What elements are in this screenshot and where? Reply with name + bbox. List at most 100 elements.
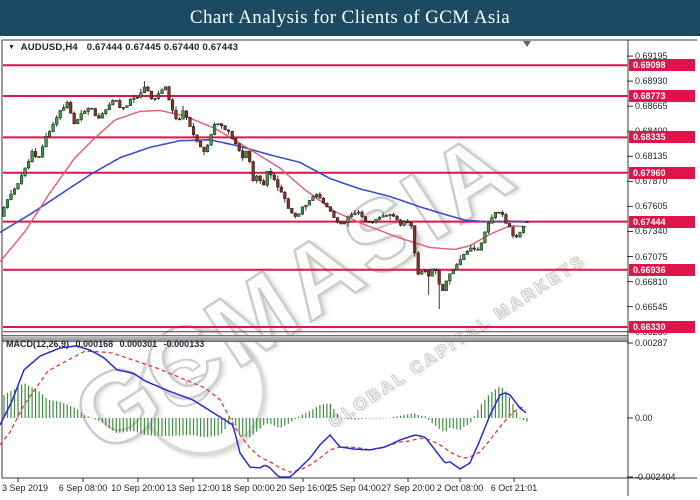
macd-axis-label: -0.002404 — [635, 472, 676, 482]
macd-histogram-bar — [235, 418, 237, 426]
macd-histogram-bar — [273, 418, 275, 426]
macd-histogram-bar — [470, 418, 472, 423]
watermark-circle-logo — [138, 328, 266, 456]
candle-body — [111, 100, 115, 106]
macd-histogram-bar — [382, 418, 384, 419]
candle-body — [378, 216, 382, 220]
time-axis-label[interactable]: 13 Sep 12:00 — [166, 483, 220, 493]
macd-histogram-bar — [21, 384, 23, 418]
candle-body — [262, 180, 266, 186]
price-level-badge: 0.69098 — [629, 59, 695, 72]
macd-histogram-bar — [319, 405, 321, 418]
time-axis-label[interactable]: 27 Sep 20:00 — [381, 483, 435, 493]
macd-histogram-bar — [431, 418, 433, 424]
macd-histogram-bar — [59, 401, 61, 418]
macd-histogram-bar — [164, 418, 167, 436]
candle-body — [363, 216, 368, 222]
candle-body — [486, 222, 490, 233]
macd-histogram-bar — [80, 412, 82, 418]
candle-body — [107, 104, 111, 110]
time-axis-label[interactable]: 25 Sep 04:00 — [327, 483, 381, 493]
candle-body — [423, 270, 427, 272]
macd-histogram-bar — [466, 418, 468, 426]
candle-body — [360, 211, 364, 217]
candle-body — [332, 210, 336, 218]
macd-header: MACD(12,26,9) 0.000168 0.000301 -0.00013… — [6, 339, 208, 349]
candle-body — [55, 117, 59, 125]
price-level-badge: 0.66330 — [629, 320, 695, 333]
macd-histogram-bar — [98, 418, 100, 422]
candle-body — [416, 252, 420, 275]
time-axis-label[interactable]: 10 Sep 20:00 — [111, 483, 165, 493]
candle-body — [20, 175, 24, 184]
candle-body — [346, 216, 350, 223]
macd-histogram-bar — [45, 398, 47, 418]
macd-histogram-bar — [242, 418, 244, 437]
macd-histogram-bar — [238, 418, 240, 435]
macd-histogram-bar — [424, 416, 426, 418]
macd-histogram-bar — [291, 418, 293, 422]
macd-histogram-bar — [231, 418, 233, 421]
macd-histogram-bar — [396, 416, 398, 418]
macd-histogram-bar — [379, 417, 381, 419]
candle-body — [51, 124, 55, 132]
macd-histogram-bar — [112, 418, 114, 431]
time-axis-label[interactable]: 6 Oct 21:01 — [490, 483, 538, 493]
price-axis-label: 0.68930 — [635, 76, 668, 87]
macd-histogram-bar — [522, 418, 525, 421]
time-axis-label[interactable]: 18 Sep 00:00 — [221, 483, 275, 493]
candle-body — [507, 223, 511, 228]
time-axis-label[interactable]: 3 Sep 2019 — [2, 483, 49, 493]
time-axis-label[interactable]: 20 Sep 16:00 — [276, 483, 330, 493]
symbol-dropdown-icon[interactable]: ▼ — [8, 44, 16, 51]
price-axis-label: 0.66810 — [635, 276, 668, 287]
candle-body — [104, 109, 108, 114]
macd-histogram-bar — [347, 418, 349, 420]
candle-body — [504, 214, 508, 224]
pane-resize-separator[interactable] — [2, 335, 628, 342]
candle-body — [34, 151, 38, 157]
candle-body — [216, 123, 220, 125]
time-axis-label[interactable]: 2 Oct 08:00 — [436, 483, 484, 493]
macd-histogram-bar — [70, 406, 72, 418]
macd-histogram-bar — [442, 418, 444, 432]
candle-body — [9, 193, 13, 200]
candle-body — [427, 270, 431, 277]
candle-body — [199, 140, 203, 148]
macd-histogram-bar — [77, 409, 79, 418]
macd-histogram-bar — [463, 418, 465, 427]
macd-histogram-bar — [386, 418, 388, 419]
macd-histogram-bar — [171, 418, 174, 436]
price-axis-label: 0.68400 — [635, 126, 668, 136]
candle-body — [41, 146, 45, 158]
candle-body — [462, 254, 466, 260]
candle-body — [335, 217, 340, 223]
macd-hist-value: -0.000133 — [163, 339, 205, 349]
candle-body — [62, 107, 66, 111]
macd-histogram-bar — [101, 418, 103, 423]
macd-histogram-bar — [133, 418, 135, 432]
candle-body — [269, 171, 273, 176]
macd-histogram-bar — [126, 418, 128, 432]
latest-bar-marker-icon — [523, 41, 531, 47]
candle-body — [455, 264, 459, 271]
candle-body — [132, 97, 136, 100]
macd-histogram-bar — [375, 417, 377, 419]
macd-histogram-bar — [38, 391, 40, 418]
candle-body — [279, 186, 283, 193]
candle-body — [125, 105, 129, 108]
macd-histogram-bar — [326, 403, 328, 418]
candle-body — [297, 213, 301, 217]
candle-body — [72, 112, 76, 125]
candle-body — [500, 212, 504, 215]
candle-body — [248, 150, 252, 162]
candle-body — [114, 100, 118, 102]
macd-axis-label: 0.00 — [635, 413, 653, 423]
symbol-header[interactable]: ▼ AUDUSD,H4 0.67444 0.67445 0.67440 0.67… — [8, 42, 238, 53]
price-axis-label: 0.67605 — [635, 201, 668, 212]
candle-body — [142, 86, 146, 93]
candle-body — [202, 146, 206, 153]
time-axis-label[interactable]: 6 Sep 08:00 — [58, 483, 108, 493]
macd-histogram-bar — [357, 418, 360, 420]
